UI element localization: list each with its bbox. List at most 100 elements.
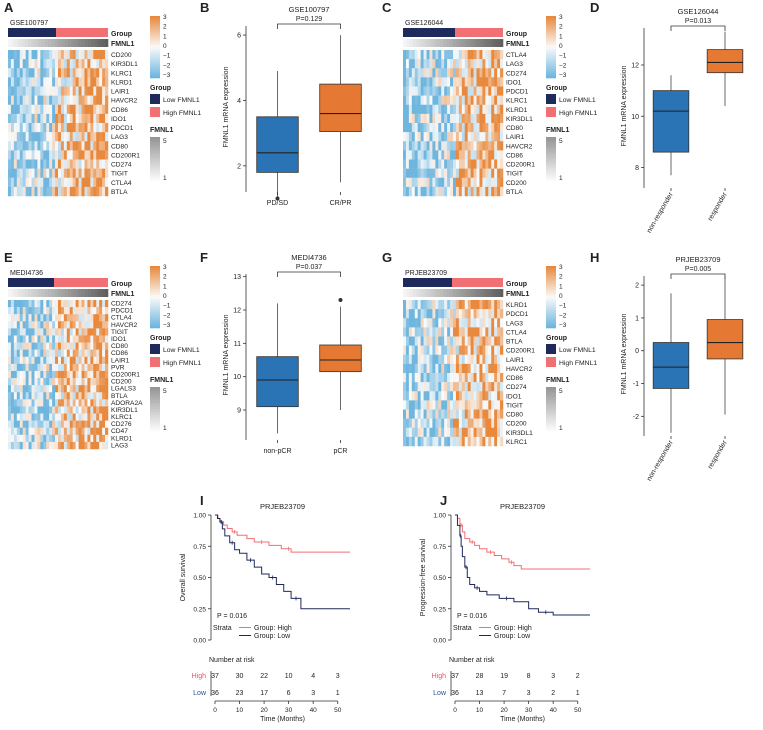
- fmnl1-scale-cell: [546, 137, 556, 140]
- scale-cell: [546, 18, 556, 21]
- heat-cell: [420, 409, 424, 419]
- y-tick-label: 12: [631, 63, 639, 70]
- heat-cell: [63, 141, 68, 151]
- heat-cell: [438, 59, 442, 69]
- heat-cell: [411, 354, 416, 365]
- heat-cell: [52, 168, 56, 178]
- heat-cell: [34, 378, 38, 386]
- heat-cell: [78, 434, 82, 443]
- heat-cell: [55, 123, 59, 133]
- fmnl1-scale-cell: [546, 172, 556, 175]
- group-bar-low: [8, 28, 56, 37]
- fmnl1-bar-cell: [416, 289, 420, 297]
- heat-cell: [69, 342, 73, 350]
- heat-cell: [37, 314, 41, 322]
- heat-cell: [479, 150, 483, 160]
- y-tick-label: 0.25: [433, 606, 446, 613]
- heat-cell: [49, 441, 53, 450]
- heat-cell: [461, 113, 466, 124]
- fmnl1-bar-cell: [436, 39, 440, 47]
- heat-cell: [72, 385, 76, 393]
- heat-cell: [438, 50, 442, 60]
- gene-label: KIR3DL1: [506, 430, 533, 437]
- heat-cell: [46, 392, 50, 400]
- heat-cell: [16, 420, 21, 428]
- fmnl1-scale-cell: [150, 154, 160, 158]
- heat-cell: [87, 177, 91, 188]
- x-tick-label: pCR: [333, 448, 347, 455]
- heat-cell: [52, 335, 56, 343]
- heat-cell: [405, 318, 410, 328]
- heat-cell: [423, 113, 427, 124]
- heat-cell: [429, 373, 433, 383]
- heat-cell: [102, 363, 106, 372]
- gene-label: CD200R1: [506, 348, 535, 355]
- scale-cell: [150, 28, 160, 31]
- heat-cell: [497, 77, 501, 87]
- scale-cell: [150, 280, 160, 283]
- legend-label-high: Group: High: [254, 625, 292, 632]
- heat-cell: [429, 436, 433, 447]
- scale-cell: [546, 274, 556, 277]
- heat-cell: [25, 132, 29, 142]
- heat-cell: [105, 413, 109, 421]
- heat-cell: [31, 406, 35, 414]
- heat-cell: [25, 68, 29, 78]
- heat-cell: [461, 382, 466, 392]
- heat-cell: [485, 309, 489, 319]
- heat-cell: [40, 141, 44, 151]
- box-CR/PR: [319, 83, 362, 132]
- heat-cell: [49, 50, 53, 60]
- heat-cell: [105, 123, 109, 133]
- heat-cell: [31, 342, 35, 350]
- heat-cell: [78, 300, 82, 308]
- fmnl1-bar-cell: [91, 39, 95, 47]
- heat-cell: [476, 382, 480, 392]
- heat-cell: [8, 132, 12, 142]
- heat-cell: [102, 159, 106, 169]
- heat-cell: [438, 300, 442, 310]
- heat-cell: [87, 50, 91, 60]
- heat-cell: [22, 406, 26, 414]
- heat-cell: [423, 132, 427, 142]
- fmnl1-bar-cell: [21, 289, 25, 297]
- heat-cell: [482, 159, 486, 169]
- heat-cell: [60, 314, 65, 322]
- gene-label: CD274: [111, 301, 132, 308]
- legend-label-high: High FMNL1: [559, 360, 597, 367]
- heat-cell: [479, 354, 483, 365]
- heat-cell: [84, 77, 88, 87]
- y-tick-label: 11: [234, 341, 241, 348]
- heat-cell: [429, 168, 433, 178]
- heat-cell: [444, 132, 448, 142]
- heat-cell: [488, 373, 492, 383]
- heat-cell: [40, 378, 44, 386]
- heat-cell: [417, 427, 421, 438]
- heat-cell: [99, 159, 103, 169]
- heat-cell: [414, 400, 418, 410]
- heat-cell: [476, 400, 480, 410]
- fmnl1-bar-cell: [54, 39, 59, 47]
- heat-cell: [473, 113, 477, 124]
- fmnl1-scale-cell: [546, 178, 556, 182]
- heat-cell: [25, 186, 29, 197]
- fmnl1-bar-cell: [406, 289, 410, 297]
- panel-label-B: B: [200, 0, 209, 15]
- fmnl1-bar-cell: [423, 289, 427, 297]
- heat-cell: [429, 104, 433, 115]
- heat-cell: [491, 427, 495, 438]
- heat-cell: [417, 104, 421, 115]
- fmnl1-scale-cell: [546, 161, 556, 164]
- heat-cell: [58, 363, 62, 372]
- scale-cell: [546, 34, 556, 37]
- heat-cell: [102, 335, 106, 343]
- heat-cell: [40, 113, 44, 124]
- heat-cell: [447, 77, 451, 87]
- heat-cell: [494, 382, 498, 392]
- scale-cell: [150, 53, 160, 56]
- heat-cell: [497, 318, 501, 328]
- heat-cell: [432, 336, 436, 346]
- heat-cell: [63, 420, 68, 428]
- heat-cell: [426, 318, 430, 328]
